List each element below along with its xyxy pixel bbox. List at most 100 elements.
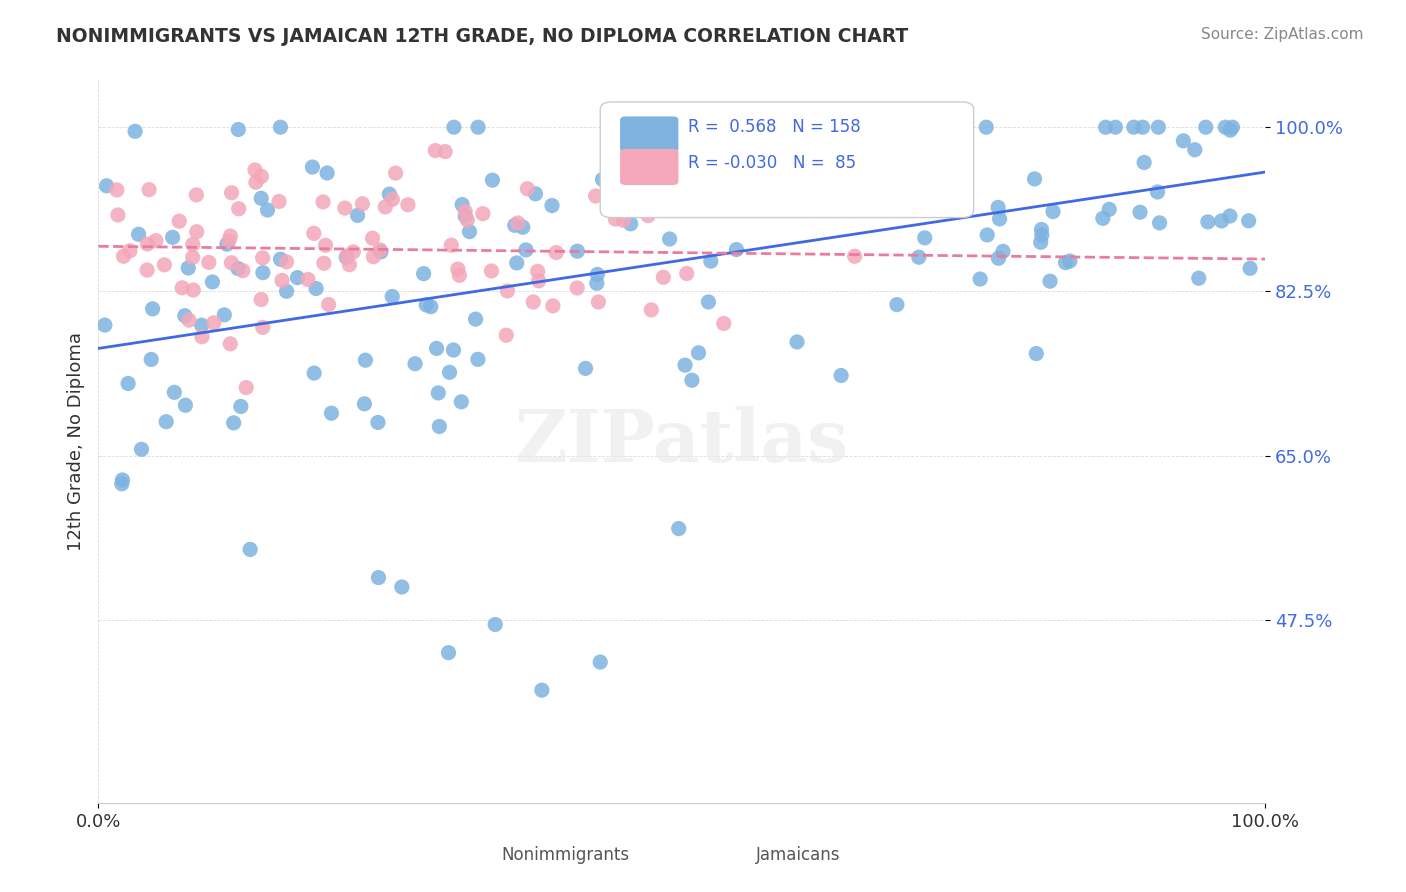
Point (464, 312, 486, 326)
Point (415, 298, 437, 312)
Point (239, 542, 262, 557)
Point (589, 655, 612, 669)
Point (339, 258, 361, 272)
Point (384, 166, 406, 180)
Point (516, 182, 538, 196)
Point (191, 329, 214, 343)
Point (827, 120, 849, 135)
Point (720, 157, 742, 171)
Point (522, 295, 544, 310)
Point (860, 159, 883, 173)
Point (1094, 120, 1116, 135)
Point (1219, 209, 1241, 223)
Point (458, 225, 481, 239)
Text: NONIMMIGRANTS VS JAMAICAN 12TH GRADE, NO DIPLOMA CORRELATION CHART: NONIMMIGRANTS VS JAMAICAN 12TH GRADE, NO… (56, 27, 908, 45)
Point (801, 186, 824, 200)
Point (1059, 254, 1081, 268)
Point (312, 194, 335, 209)
Point (1024, 172, 1046, 186)
Point (440, 238, 463, 252)
Text: Jamaicans: Jamaicans (756, 847, 841, 864)
Point (1104, 120, 1126, 135)
Point (439, 365, 461, 379)
Point (271, 273, 294, 287)
Point (467, 352, 489, 367)
Point (541, 299, 564, 313)
Point (226, 261, 249, 276)
Point (1029, 235, 1052, 250)
Point (1025, 346, 1047, 360)
Point (346, 208, 368, 222)
Point (592, 172, 614, 186)
Point (1054, 255, 1077, 269)
Point (725, 243, 748, 257)
Point (495, 328, 517, 343)
Point (675, 267, 697, 281)
Point (174, 398, 197, 412)
Point (585, 189, 607, 203)
Point (287, 270, 309, 285)
Point (367, 571, 389, 585)
Point (681, 373, 703, 387)
Point (1149, 216, 1171, 230)
Point (96, 178, 118, 193)
Text: ZIPatlas: ZIPatlas (515, 406, 849, 477)
Point (1146, 185, 1168, 199)
Point (585, 277, 607, 291)
Point (172, 281, 194, 295)
Point (361, 231, 384, 245)
Point (138, 183, 160, 197)
Point (105, 183, 128, 197)
Point (1091, 211, 1114, 226)
Point (454, 204, 477, 219)
Point (186, 225, 208, 239)
Point (269, 252, 291, 267)
Point (789, 200, 811, 214)
Point (437, 646, 460, 660)
Point (1129, 205, 1152, 219)
Point (443, 343, 465, 357)
Point (353, 397, 375, 411)
Point (574, 361, 596, 376)
Point (425, 144, 447, 158)
Point (1213, 120, 1236, 135)
Point (652, 270, 675, 285)
Point (111, 473, 134, 487)
Point (1133, 155, 1156, 169)
Point (920, 120, 942, 135)
Point (94, 318, 117, 332)
Point (988, 211, 1011, 226)
Point (276, 255, 298, 269)
Point (605, 212, 627, 227)
Point (173, 309, 195, 323)
Point (484, 617, 506, 632)
Point (201, 275, 224, 289)
Point (830, 368, 852, 383)
Point (567, 244, 589, 259)
Point (1184, 143, 1206, 157)
Point (814, 153, 837, 168)
Point (142, 301, 165, 316)
Point (232, 263, 254, 277)
Point (451, 197, 474, 211)
Point (443, 120, 465, 135)
Point (665, 161, 688, 176)
Point (425, 342, 447, 356)
Point (1039, 274, 1062, 288)
Point (381, 193, 404, 207)
Text: R = -0.030   N =  85: R = -0.030 N = 85 (688, 154, 856, 172)
Point (107, 208, 129, 222)
Point (1188, 271, 1211, 285)
Point (352, 196, 374, 211)
Point (454, 209, 477, 223)
Point (252, 251, 274, 265)
Point (136, 263, 159, 277)
Point (131, 442, 153, 457)
Point (228, 202, 250, 216)
Point (186, 187, 208, 202)
Point (370, 244, 392, 259)
Point (700, 254, 723, 268)
Point (785, 185, 807, 199)
Point (512, 220, 534, 235)
Point (302, 227, 325, 241)
